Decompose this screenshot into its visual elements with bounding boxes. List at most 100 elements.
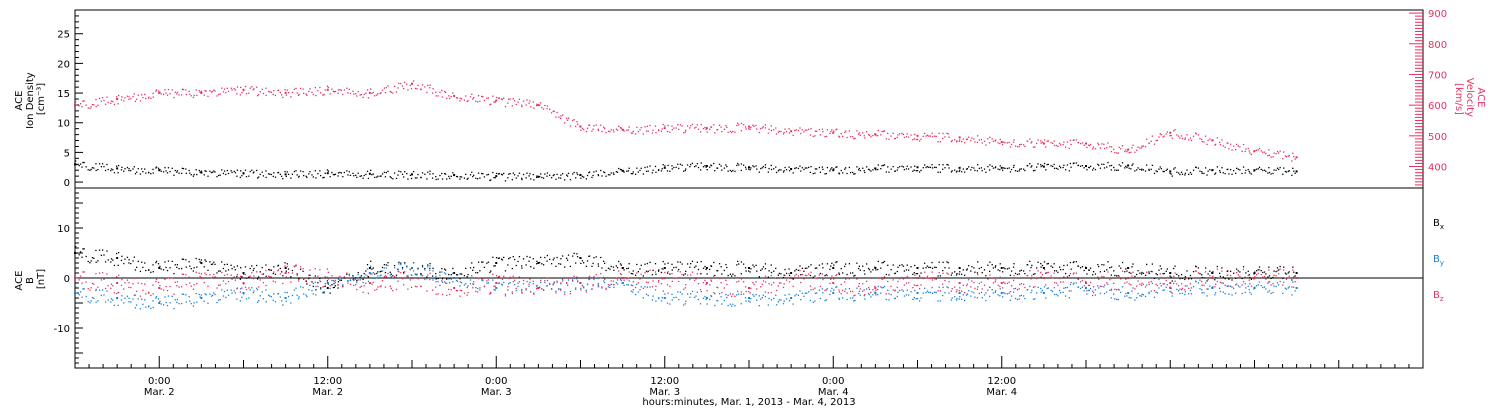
data-point — [198, 293, 200, 296]
data-point — [1031, 165, 1033, 167]
data-point — [575, 125, 577, 128]
data-point — [937, 290, 939, 292]
data-point — [492, 171, 494, 174]
data-point — [914, 133, 916, 136]
data-point — [788, 300, 791, 302]
data-point — [1103, 270, 1106, 272]
data-point — [795, 293, 797, 296]
data-point — [522, 279, 525, 282]
data-point — [944, 292, 946, 294]
data-point — [298, 296, 300, 298]
data-point — [965, 284, 968, 287]
data-point — [1258, 281, 1261, 283]
data-point — [750, 167, 752, 169]
data-point — [768, 270, 770, 272]
data-point — [740, 163, 743, 165]
data-point — [367, 292, 370, 294]
data-point — [1241, 284, 1243, 286]
data-point — [141, 94, 143, 96]
data-point — [978, 139, 980, 141]
data-point — [167, 295, 170, 297]
data-point — [1085, 286, 1087, 289]
data-point — [193, 284, 195, 286]
data-point — [595, 124, 597, 126]
data-point — [219, 93, 221, 95]
data-point — [1106, 166, 1108, 168]
data-point — [343, 277, 346, 279]
data-point — [392, 92, 394, 94]
data-point — [381, 280, 384, 282]
data-point — [877, 288, 879, 291]
data-point — [671, 293, 673, 296]
data-point — [1295, 156, 1298, 159]
data-point — [716, 270, 719, 272]
data-point — [623, 130, 625, 132]
data-point — [885, 293, 888, 295]
data-point — [367, 177, 370, 180]
data-point — [343, 276, 346, 278]
data-point — [628, 126, 630, 128]
data-point — [1079, 142, 1082, 145]
data-point — [1022, 295, 1025, 297]
data-point — [1068, 147, 1070, 150]
data-point — [435, 293, 437, 295]
data-point — [825, 274, 828, 276]
data-point — [566, 117, 568, 119]
data-point — [685, 270, 687, 272]
data-point — [1190, 173, 1193, 175]
data-point — [989, 261, 991, 263]
data-point — [925, 267, 927, 269]
data-point — [1253, 277, 1256, 279]
data-point — [521, 291, 523, 294]
data-point — [773, 297, 775, 300]
data-point — [601, 130, 603, 133]
data-point — [267, 90, 270, 93]
data-point — [1036, 267, 1038, 269]
data-point — [116, 297, 119, 299]
data-point — [1181, 173, 1184, 175]
data-point — [1169, 275, 1171, 277]
data-point — [920, 297, 922, 299]
date-tick-label: Mar. 3 — [649, 387, 680, 398]
data-point — [188, 169, 190, 172]
data-point — [848, 263, 851, 265]
data-point — [132, 260, 134, 262]
data-point — [1239, 271, 1241, 273]
data-point — [564, 266, 566, 268]
data-point — [923, 262, 926, 264]
data-point — [100, 279, 103, 281]
data-point — [245, 175, 248, 178]
data-point — [501, 278, 504, 281]
data-point — [913, 138, 916, 140]
data-point — [243, 293, 245, 295]
data-point — [482, 278, 484, 280]
data-point — [738, 263, 740, 265]
data-point — [362, 291, 364, 293]
data-point — [1072, 273, 1074, 275]
data-point — [749, 301, 751, 303]
data-point — [956, 140, 958, 142]
data-point — [387, 264, 389, 267]
data-point — [1019, 283, 1021, 286]
data-point — [906, 289, 908, 291]
data-point — [901, 289, 903, 291]
data-point — [192, 96, 195, 99]
data-point — [270, 276, 273, 278]
data-point — [896, 169, 898, 171]
data-point — [762, 266, 765, 268]
data-point — [376, 277, 378, 279]
data-point — [1291, 286, 1293, 288]
data-point — [1139, 283, 1141, 285]
data-point — [742, 263, 745, 265]
data-point — [846, 292, 848, 294]
data-point — [110, 298, 113, 300]
data-point — [1272, 283, 1274, 285]
data-point — [353, 284, 355, 287]
data-point — [749, 271, 751, 273]
data-point — [1083, 285, 1085, 287]
data-point — [348, 273, 350, 276]
data-point — [504, 295, 507, 297]
data-point — [1189, 137, 1192, 139]
data-point — [1088, 284, 1090, 287]
data-point — [973, 167, 975, 169]
